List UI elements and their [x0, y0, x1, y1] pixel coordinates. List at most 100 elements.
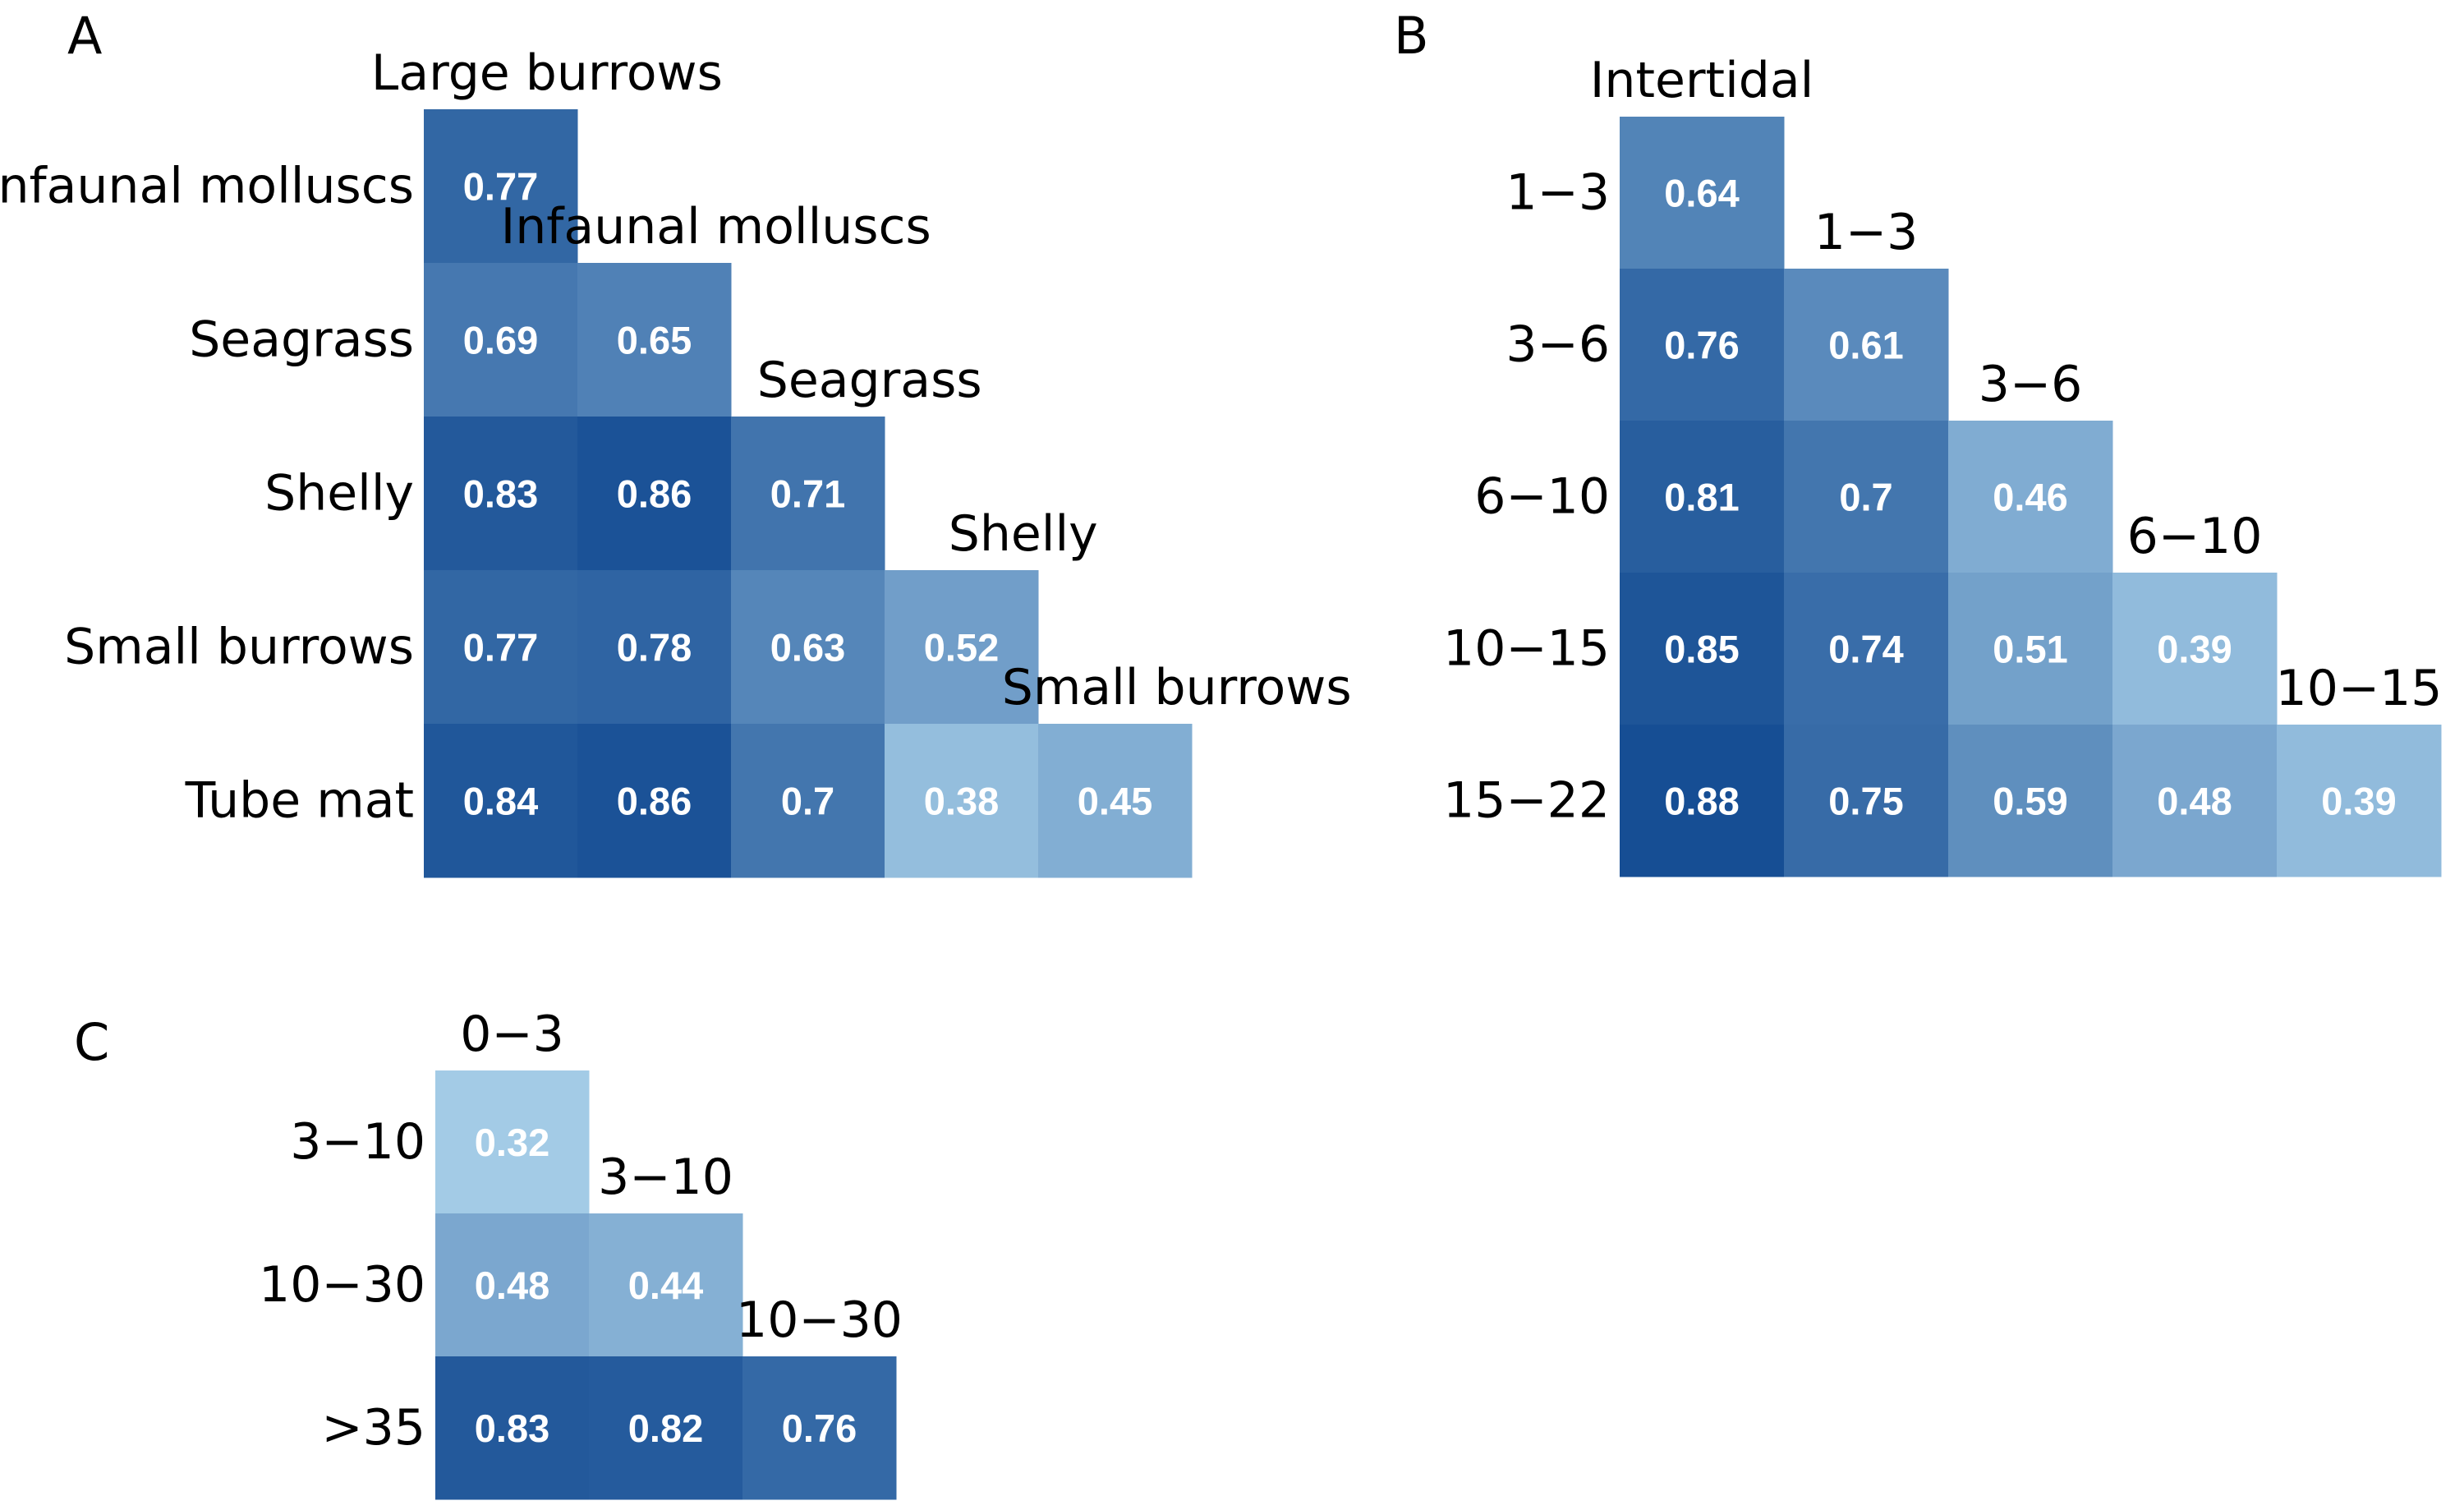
panel-a-value-label: 0.63 — [770, 626, 845, 670]
panel-a-value-label: 0.77 — [463, 165, 538, 209]
panel-b-value-label: 0.81 — [1664, 476, 1739, 519]
panel-b-cell-r1-c1 — [1784, 269, 1949, 421]
panel-a-value-label: 0.86 — [617, 472, 692, 516]
panel-c-cell-r2-c0 — [435, 1356, 590, 1500]
panel-c-value-label: 0.76 — [782, 1406, 857, 1450]
panel-b-column-label: 10−15 — [2276, 660, 2443, 717]
panel-a-column-labels: Large burrows Infaunal molluscs Seagrass Sh… — [371, 44, 1352, 716]
panel-a-cell-r2-c0 — [424, 417, 578, 571]
panel-a-cell-r3-c1 — [577, 570, 732, 725]
panel-a-value-label: 0.71 — [770, 472, 845, 516]
panel-b-cell-r4-c1 — [1784, 725, 1949, 877]
panel-a-row-label: Seagrass — [189, 311, 414, 369]
panel-b-cell-r4-c4 — [2277, 725, 2442, 877]
panel-c-row-label: 3−10 — [290, 1113, 425, 1171]
panel-c-value-label: 0.44 — [628, 1264, 703, 1307]
panel-c-column-label: 0−3 — [460, 1006, 564, 1063]
panel-a-value-label: 0.78 — [617, 626, 692, 670]
panel-a: A 0.770.69 0.650.83 0.86 0.710.77 0.78 0.63 0.… — [0, 6, 1352, 878]
panel-a-value-label: 0.86 — [617, 780, 692, 823]
panel-b-cell-r3-c1 — [1784, 573, 1949, 725]
panel-b-cell-r3-c3 — [2112, 573, 2278, 725]
panel-c-cell-r2-c2 — [742, 1356, 897, 1500]
panel-b-row-labels: 1−3 3−6 6−10 10−15 15−22 — [1443, 164, 1610, 830]
panel-c-column-label: 3−10 — [598, 1149, 733, 1206]
panel-b-cell-r1-c0 — [1620, 269, 1785, 421]
panel-a-cell-r1-c1 — [577, 263, 732, 417]
panel-b-value-label: 0.7 — [1839, 476, 1892, 519]
panel-b-cell-r4-c2 — [1948, 725, 2113, 877]
panel-b-value-label: 0.61 — [1828, 324, 1903, 367]
panel-b-column-label: Intertidal — [1590, 52, 1814, 109]
panel-a-cell-r2-c1 — [577, 417, 732, 571]
panel-b-value-label: 0.39 — [2157, 628, 2232, 671]
panel-b-value-label: 0.88 — [1664, 780, 1739, 823]
panel-b-cell-r3-c2 — [1948, 573, 2113, 725]
panel-b-column-label: 3−6 — [1979, 356, 2083, 413]
panel-b-value-label: 0.59 — [1993, 780, 2067, 823]
panel-c-value-label: 0.83 — [475, 1406, 549, 1450]
panel-a-value-label: 0.38 — [924, 780, 999, 823]
panel-c-cell-r1-c1 — [589, 1213, 743, 1357]
panel-a-cell-r4-c2 — [731, 724, 885, 878]
panel-a-cell-r1-c0 — [424, 263, 578, 417]
panel-a-value-label: 0.83 — [463, 472, 538, 516]
panel-b-cells: 0.64 0.76 0.61 0.81 0.7 0.46 0.85 0.74 0.51 0.39 0… — [1620, 117, 2442, 877]
panel-a-row-label: Shelly — [264, 465, 414, 523]
panel-c-column-label: 10−30 — [736, 1291, 903, 1349]
panel-b-value-label: 0.75 — [1828, 780, 1903, 823]
panel-b-row-label: 10−15 — [1443, 620, 1610, 678]
panel-b-value-label: 0.64 — [1664, 172, 1739, 215]
panel-c-row-label: >35 — [321, 1399, 425, 1457]
panel-a-value-label: 0.84 — [463, 780, 538, 823]
panel-c-cell-r1-c0 — [435, 1213, 590, 1357]
panel-b-column-label: 6−10 — [2127, 508, 2263, 565]
panel-b-value-label: 0.85 — [1664, 628, 1739, 671]
panel-b-value-label: 0.46 — [1993, 476, 2067, 519]
panel-a-column-label: Large burrows — [371, 44, 723, 102]
panel-a-value-label: 0.45 — [1078, 780, 1152, 823]
panel-c-value-label: 0.48 — [475, 1264, 549, 1307]
panel-b-row-label: 3−6 — [1506, 316, 1610, 374]
panel-b-cell-r0-c0 — [1620, 117, 1785, 269]
panel-a-cell-r3-c0 — [424, 570, 578, 725]
panel-a-cell-r4-c0 — [424, 724, 578, 878]
panel-a-cell-r4-c3 — [885, 724, 1039, 878]
panel-a-cell-r4-c1 — [577, 724, 732, 878]
panel-c-value-label: 0.32 — [475, 1121, 549, 1164]
panel-c: C 0.320.48 0.440.83 0.82 0.76 3−1010−30>35 … — [74, 1006, 903, 1500]
panel-a-value-label: 0.77 — [463, 626, 538, 670]
panel-a-row-label: Tube mat — [185, 772, 414, 830]
panel-a-value-label: 0.65 — [617, 319, 692, 362]
panel-b-cell-r2-c1 — [1784, 421, 1949, 573]
panel-b-value-label: 0.39 — [2321, 780, 2396, 823]
panel-b-row-label: 1−3 — [1506, 164, 1610, 222]
panel-b-value-label: 0.74 — [1828, 628, 1903, 671]
panel-c-value-label: 0.82 — [628, 1406, 703, 1450]
panel-b-value-label: 0.51 — [1993, 628, 2067, 671]
panel-c-cell-r2-c1 — [589, 1356, 743, 1500]
panel-a-column-label: Shelly — [949, 505, 1098, 563]
panel-b-cell-r4-c3 — [2112, 725, 2278, 877]
panel-b-value-label: 0.76 — [1664, 324, 1739, 367]
panel-a-value-label: 0.7 — [781, 780, 834, 823]
panel-c-letter: C — [74, 1012, 109, 1072]
panel-a-cell-r2-c2 — [731, 417, 885, 571]
panel-a-cell-r4-c4 — [1038, 724, 1193, 878]
panel-c-cells: 0.32 0.48 0.44 0.83 0.82 0.76 — [435, 1070, 897, 1500]
panel-a-cells: 0.77 0.69 0.65 0.83 0.86 0.71 0.77 0.78 0.63 0.52… — [424, 109, 1193, 878]
panel-a-row-label: Infaunal molluscs — [0, 158, 414, 215]
panel-c-cell-r0-c0 — [435, 1070, 590, 1214]
panel-b-letter: B — [1394, 6, 1429, 66]
panel-a-cell-r3-c2 — [731, 570, 885, 725]
panel-b-cell-r2-c2 — [1948, 421, 2113, 573]
panel-a-column-label: Seagrass — [757, 352, 982, 409]
panel-b-column-labels: Intertidal 1−3 3−6 6−10 10−15 — [1590, 52, 2443, 717]
panel-b-column-label: 1−3 — [1814, 204, 1919, 261]
panel-c-column-labels: 0−3 3−10 10−30 — [460, 1006, 903, 1349]
panel-a-column-label: Infaunal molluscs — [501, 198, 931, 256]
panel-a-letter: A — [67, 6, 102, 66]
panel-a-row-label: Small burrows — [64, 619, 414, 676]
panel-b-cell-r4-c0 — [1620, 725, 1785, 877]
